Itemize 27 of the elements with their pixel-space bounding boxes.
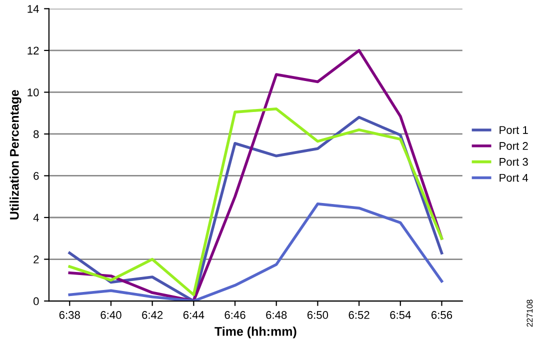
x-tick-label: 6:56 xyxy=(431,311,452,319)
y-tick-label: 8 xyxy=(34,130,39,138)
x-tick-label: 6:52 xyxy=(348,311,370,319)
y-tick-label: 2 xyxy=(34,256,39,264)
y-tick-label: 12 xyxy=(28,46,39,54)
text: 227108 xyxy=(526,300,533,327)
y-tick-label: 14 xyxy=(28,5,39,13)
y-tick-label: 10 xyxy=(28,88,39,96)
x-tick-label: 6:38 xyxy=(59,311,80,319)
y-tick-label: 0 xyxy=(33,297,39,306)
legend-label: Port 2 xyxy=(500,142,528,150)
x-tick-label: 6:40 xyxy=(100,311,122,319)
legend-label: Port 4 xyxy=(500,174,528,182)
x-tick-label: 6:46 xyxy=(224,311,246,319)
y-axis-title: Utilization Percentage xyxy=(10,90,22,220)
x-tick-label: 6:54 xyxy=(390,311,411,319)
line-series xyxy=(68,49,444,302)
x-tick-label: 6:48 xyxy=(266,311,287,319)
x-tick-label: 6:42 xyxy=(142,311,163,319)
y-tick-label: 4 xyxy=(33,214,39,222)
line-series xyxy=(68,202,444,302)
x-tick-label: 6:44 xyxy=(183,311,204,319)
x-tick-label: 6:50 xyxy=(307,311,328,319)
legend-label: Port 3 xyxy=(500,158,528,166)
legend-label: Port 1 xyxy=(500,126,528,134)
y-tick-label: 6 xyxy=(34,172,39,180)
x-axis-title: Time (hh:mm) xyxy=(214,326,296,338)
